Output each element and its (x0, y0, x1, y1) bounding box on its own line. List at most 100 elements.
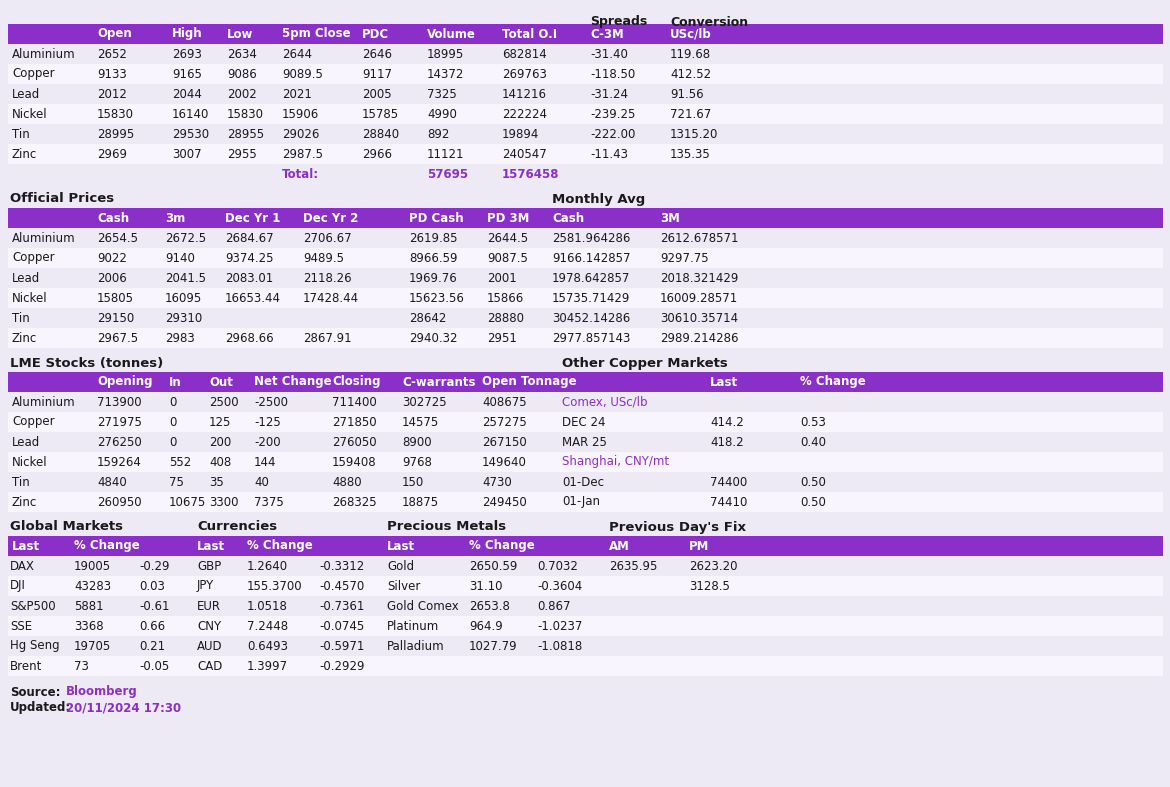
Text: 2940.32: 2940.32 (410, 331, 457, 345)
Text: 16653.44: 16653.44 (225, 291, 281, 305)
Text: Gold: Gold (387, 560, 414, 572)
Text: 149640: 149640 (482, 456, 526, 468)
Text: Bloomberg: Bloomberg (66, 685, 138, 699)
Text: 2018.321429: 2018.321429 (660, 272, 738, 284)
Text: Total:: Total: (282, 168, 319, 180)
Text: 2012: 2012 (97, 87, 126, 101)
Text: 28840: 28840 (362, 127, 399, 141)
Text: 19705: 19705 (74, 640, 111, 652)
Text: % Change: % Change (800, 375, 866, 389)
Text: DEC 24: DEC 24 (562, 416, 606, 428)
Text: Brent: Brent (11, 660, 42, 673)
FancyBboxPatch shape (8, 64, 1163, 84)
Text: PM: PM (689, 540, 709, 552)
Text: Zinc: Zinc (12, 331, 37, 345)
Text: 14575: 14575 (402, 416, 439, 428)
FancyBboxPatch shape (8, 308, 1163, 328)
Text: Lead: Lead (12, 435, 40, 449)
Text: 2041.5: 2041.5 (165, 272, 206, 284)
Text: Source:: Source: (11, 685, 61, 699)
Text: Zinc: Zinc (12, 496, 37, 508)
Text: 28880: 28880 (487, 312, 524, 324)
Text: SSE: SSE (11, 619, 32, 633)
FancyBboxPatch shape (8, 472, 1163, 492)
Text: 31.10: 31.10 (469, 579, 502, 593)
Text: -31.24: -31.24 (590, 87, 628, 101)
Text: 2672.5: 2672.5 (165, 231, 206, 245)
Text: DAX: DAX (11, 560, 35, 572)
Text: 20/11/2024 17:30: 20/11/2024 17:30 (66, 701, 181, 715)
FancyBboxPatch shape (8, 44, 1163, 64)
Text: 9087.5: 9087.5 (487, 252, 528, 264)
Text: -0.0745: -0.0745 (319, 619, 364, 633)
Text: 18875: 18875 (402, 496, 439, 508)
FancyBboxPatch shape (8, 556, 1163, 576)
FancyBboxPatch shape (8, 124, 1163, 144)
Text: 01-Jan: 01-Jan (562, 496, 600, 508)
Text: 2581.964286: 2581.964286 (552, 231, 631, 245)
Text: Precious Metals: Precious Metals (387, 520, 507, 534)
Text: 15805: 15805 (97, 291, 135, 305)
Text: 4840: 4840 (97, 475, 126, 489)
FancyBboxPatch shape (8, 616, 1163, 636)
Text: 9489.5: 9489.5 (303, 252, 344, 264)
Text: Open Tonnage: Open Tonnage (482, 375, 577, 389)
Text: Tin: Tin (12, 475, 29, 489)
Text: 0.867: 0.867 (537, 600, 571, 612)
Text: 2083.01: 2083.01 (225, 272, 274, 284)
Text: 9166.142857: 9166.142857 (552, 252, 631, 264)
Text: -0.05: -0.05 (139, 660, 170, 673)
Text: 0: 0 (168, 396, 177, 408)
Text: 9297.75: 9297.75 (660, 252, 709, 264)
Text: 5pm Close: 5pm Close (282, 28, 351, 40)
Text: Cash: Cash (552, 212, 584, 224)
Text: 2706.67: 2706.67 (303, 231, 352, 245)
Text: 2646: 2646 (362, 47, 392, 61)
Text: 15906: 15906 (282, 108, 319, 120)
Text: 1.0518: 1.0518 (247, 600, 288, 612)
Text: 892: 892 (427, 127, 449, 141)
Text: 119.68: 119.68 (670, 47, 711, 61)
FancyBboxPatch shape (8, 392, 1163, 412)
Text: 2623.20: 2623.20 (689, 560, 737, 572)
Text: 9117: 9117 (362, 68, 392, 80)
Text: 2005: 2005 (362, 87, 392, 101)
Text: EUR: EUR (197, 600, 221, 612)
Text: Nickel: Nickel (12, 291, 48, 305)
Text: 159408: 159408 (332, 456, 377, 468)
FancyBboxPatch shape (8, 208, 1163, 228)
Text: 2006: 2006 (97, 272, 126, 284)
Text: 0.7032: 0.7032 (537, 560, 578, 572)
Text: Out: Out (209, 375, 233, 389)
Text: -0.2929: -0.2929 (319, 660, 365, 673)
FancyBboxPatch shape (8, 576, 1163, 596)
Text: Dec Yr 1: Dec Yr 1 (225, 212, 281, 224)
FancyBboxPatch shape (8, 228, 1163, 248)
Text: LME Stocks (tonnes): LME Stocks (tonnes) (11, 357, 164, 370)
Text: 2966: 2966 (362, 147, 392, 161)
Text: 200: 200 (209, 435, 232, 449)
Text: 2650.59: 2650.59 (469, 560, 517, 572)
Text: Global Markets: Global Markets (11, 520, 123, 534)
Text: Gold Comex: Gold Comex (387, 600, 459, 612)
Text: PD 3M: PD 3M (487, 212, 529, 224)
Text: Hg Seng: Hg Seng (11, 640, 60, 652)
Text: -31.40: -31.40 (590, 47, 628, 61)
FancyBboxPatch shape (8, 636, 1163, 656)
Text: 3m: 3m (165, 212, 185, 224)
Text: -118.50: -118.50 (590, 68, 635, 80)
Text: Spreads: Spreads (590, 16, 647, 28)
Text: 3368: 3368 (74, 619, 104, 633)
Text: Closing: Closing (332, 375, 380, 389)
Text: -125: -125 (254, 416, 281, 428)
Text: 16140: 16140 (172, 108, 209, 120)
Text: 2653.8: 2653.8 (469, 600, 510, 612)
Text: 1.2640: 1.2640 (247, 560, 288, 572)
Text: 0.50: 0.50 (800, 496, 826, 508)
Text: AM: AM (610, 540, 629, 552)
Text: Aluminium: Aluminium (12, 47, 76, 61)
Text: 2684.67: 2684.67 (225, 231, 274, 245)
Text: PDC: PDC (362, 28, 390, 40)
Text: 91.56: 91.56 (670, 87, 703, 101)
Text: 276250: 276250 (97, 435, 142, 449)
